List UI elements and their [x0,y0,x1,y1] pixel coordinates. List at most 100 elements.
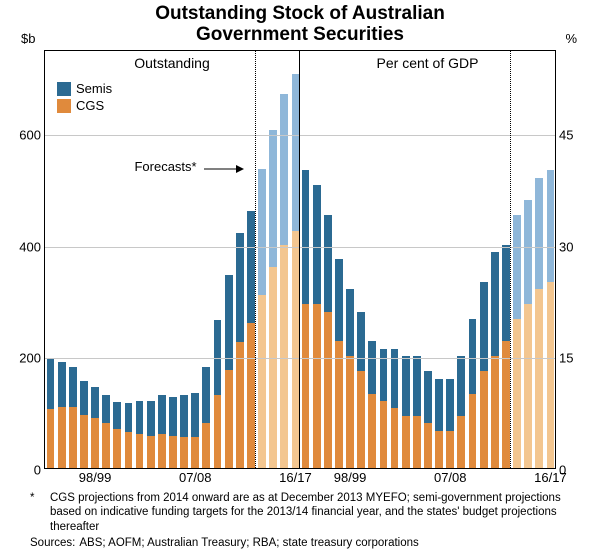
gridline [45,358,299,359]
bar-segment-cgs [324,312,332,468]
forecast-divider [510,51,511,468]
xtick-label: 07/08 [434,468,467,485]
ytick-right: 30 [555,239,573,254]
bar-segment-semis [180,395,188,437]
xtick-label: 07/08 [179,468,212,485]
bar-segment-semis [247,211,255,323]
bar-segment-cgs [413,416,421,468]
bar-segment-cgs [202,423,210,468]
bar-segment-cgs [136,434,144,468]
gridline [300,358,555,359]
gridline [45,247,299,248]
bar-column [80,381,88,468]
bar-segment-semis [113,402,121,429]
bar-segment-semis [446,379,454,431]
bar-segment-semis [435,379,443,431]
legend: Semis CGS [57,81,112,115]
bar-segment-cgs [169,436,177,468]
bar-segment-cgs [292,231,300,468]
bar-column [402,356,410,468]
y-axis-unit-right: % [565,31,577,46]
sources-text: ABS; AOFM; Australian Treasury; RBA; sta… [79,536,418,550]
bar-column [469,319,477,468]
bar-segment-semis [91,387,99,418]
bar-segment-semis [380,349,388,401]
legend-label-semis: Semis [76,81,112,96]
bar-segment-semis [535,178,543,290]
bar-column [324,215,332,468]
gridline [45,135,299,136]
bar-column [136,401,144,468]
bar-segment-cgs [69,407,77,468]
bar-segment-cgs [102,423,110,468]
ytick-left: 400 [19,239,45,254]
bar-segment-cgs [313,304,321,468]
bar-column [435,379,443,468]
ytick-right: 45 [555,127,573,142]
bars-right [300,51,555,468]
bar-segment-semis [191,393,199,438]
bar-segment-cgs [113,429,121,468]
bar-column [280,94,288,468]
bar-column [258,169,266,468]
bar-segment-semis [513,215,521,319]
xtick-label: 98/99 [79,468,112,485]
bar-segment-cgs [302,304,310,468]
bar-segment-cgs [435,431,443,468]
bar-segment-cgs [424,423,432,468]
bar-segment-cgs [469,394,477,468]
bar-segment-cgs [236,342,244,468]
bar-segment-cgs [457,416,465,468]
chart-title: Outstanding Stock of Australian Governme… [0,0,600,46]
bar-segment-cgs [391,408,399,468]
bar-column [424,371,432,468]
bar-segment-semis [368,341,376,393]
bar-segment-semis [225,275,233,370]
bar-segment-cgs [280,245,288,468]
bar-column [102,395,110,468]
bar-segment-semis [324,215,332,312]
bar-column [47,359,55,468]
bar-column [457,356,465,468]
bar-segment-cgs [402,416,410,468]
bar-column [202,367,210,468]
bar-segment-semis [147,401,155,436]
bar-column [58,362,66,468]
bar-segment-cgs [357,371,365,468]
bar-segment-cgs [368,394,376,468]
bar-column [547,170,555,468]
bar-column [346,289,354,468]
bar-segment-semis [413,356,421,416]
bar-column [302,170,310,468]
bar-segment-semis [169,397,177,436]
bar-segment-semis [102,395,110,423]
bar-segment-cgs [258,295,266,468]
bar-segment-semis [491,252,499,356]
bar-column [125,403,133,468]
bar-segment-semis [292,74,300,230]
bar-segment-cgs [513,319,521,468]
bar-column [524,200,532,468]
bar-column [180,395,188,468]
footnote: * CGS projections from 2014 onward are a… [30,491,580,551]
bar-segment-semis [547,170,555,282]
panel-pct-gdp: Per cent of GDP 98/9907/0816/17 [300,51,555,468]
bar-segment-semis [80,381,88,415]
legend-label-cgs: CGS [76,98,104,113]
bar-column [313,185,321,468]
bar-segment-semis [313,185,321,304]
bar-column [191,393,199,468]
bar-segment-cgs [269,267,277,468]
bar-column [147,401,155,468]
footnote-marker: * [30,491,50,534]
sources-label: Sources: [30,536,75,550]
bar-column [513,215,521,468]
bar-column [335,259,343,468]
legend-swatch-cgs [57,99,71,113]
y-axis-unit-left: $b [21,31,35,46]
bar-segment-cgs [125,432,133,468]
bar-column [535,178,543,469]
ytick-right: 0 [555,463,566,478]
bar-column [91,387,99,468]
bar-column [413,356,421,468]
